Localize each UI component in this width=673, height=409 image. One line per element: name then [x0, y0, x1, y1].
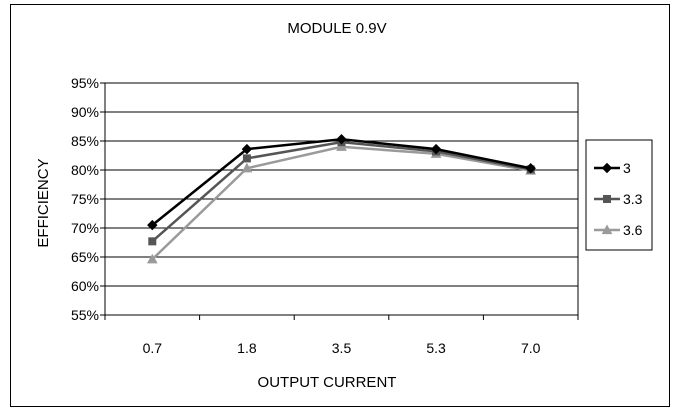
legend-box: [585, 139, 653, 251]
axes: [100, 82, 579, 320]
x-tick-label: 5.3: [426, 340, 446, 356]
y-tick-label: 90%: [71, 104, 99, 120]
legend: 3 3.3 3.6: [585, 139, 653, 251]
legend-entry: 3.6: [594, 222, 643, 238]
x-tick-label: 1.8: [237, 340, 257, 356]
legend-label: 3: [623, 160, 631, 176]
y-tick-label: 55%: [71, 307, 99, 323]
chart-frame: [10, 4, 670, 407]
y-tick-label: 75%: [71, 191, 99, 207]
legend-label: 3.3: [623, 191, 643, 207]
chart-title: MODULE 0.9V: [287, 20, 386, 37]
plot-area: [104, 82, 579, 316]
x-axis-label: OUTPUT CURRENT: [258, 374, 397, 391]
series-line: [151, 145, 531, 261]
gridlines: [105, 82, 578, 287]
data-point: [336, 141, 347, 151]
legend-marker: [603, 195, 611, 203]
series-3-3: [148, 138, 535, 246]
data-point: [241, 143, 253, 155]
data-point: [525, 163, 536, 174]
tick-labels: 55% 60% 65% 70% 75% 80% 85% 90% 95% 0.7 1.8 3.5 5.3 7…: [71, 75, 541, 356]
data-point: [148, 237, 157, 246]
data-point: [147, 219, 158, 231]
x-tick-label: 0.7: [143, 340, 163, 356]
data-point: [336, 134, 347, 145]
legend-entry: 3.3: [594, 191, 643, 207]
y-tick-label: 65%: [71, 249, 99, 265]
y-axis-label: EFFICIENCY: [35, 158, 52, 247]
y-tick-label: 95%: [71, 75, 99, 91]
x-tick-label: 3.5: [332, 340, 352, 356]
data-point: [430, 143, 442, 155]
data-point: [242, 154, 251, 163]
legend-label: 3.6: [623, 222, 643, 238]
y-tick-label: 60%: [71, 278, 99, 294]
y-tick-label: 80%: [71, 162, 99, 178]
series-3: [147, 134, 536, 231]
series-layer: [146, 134, 537, 264]
series-line: [151, 138, 531, 227]
y-tick-label: 70%: [71, 220, 99, 236]
data-point: [146, 253, 158, 264]
data-point: [241, 162, 253, 173]
legend-entry: 3: [594, 160, 631, 176]
y-tick-label: 85%: [71, 133, 99, 149]
legend-marker: [601, 162, 613, 174]
legend-marker: [601, 224, 613, 235]
x-tick-label: 7.0: [521, 340, 541, 356]
